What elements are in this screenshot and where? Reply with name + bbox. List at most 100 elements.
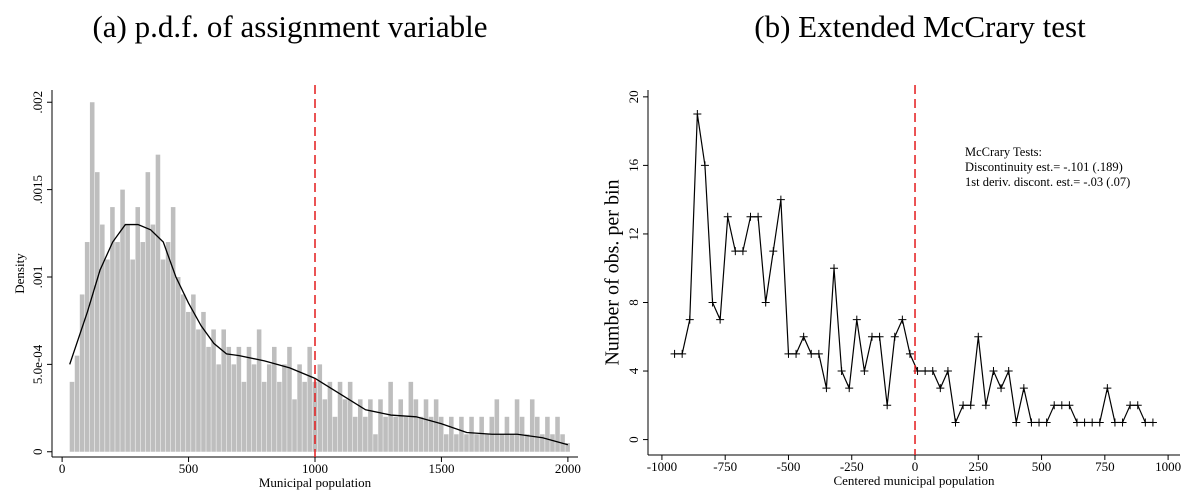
bar xyxy=(79,294,85,452)
bar xyxy=(443,434,449,452)
bar xyxy=(535,416,540,452)
marker xyxy=(966,401,975,410)
marker xyxy=(1004,367,1013,376)
marker xyxy=(1012,418,1021,427)
bar xyxy=(312,381,318,452)
x-tick-label: 2000 xyxy=(555,461,581,476)
bar xyxy=(327,381,333,452)
marker xyxy=(867,332,876,341)
bar xyxy=(433,399,439,452)
annotation: 1st deriv. discont. est.= -.03 (.07) xyxy=(965,175,1130,189)
bar xyxy=(565,443,570,452)
bar xyxy=(418,416,424,452)
marker xyxy=(1050,401,1059,410)
bar xyxy=(125,224,130,452)
bar xyxy=(256,329,262,452)
x-tick-label: -250 xyxy=(840,459,864,474)
bar xyxy=(540,434,545,452)
bar xyxy=(287,346,292,452)
marker xyxy=(716,315,725,324)
marker xyxy=(754,212,763,221)
bar xyxy=(261,381,267,452)
bar xyxy=(145,172,151,452)
y-tick-label: 5.0e-04 xyxy=(30,344,45,384)
bar xyxy=(393,416,398,452)
marker xyxy=(997,384,1006,393)
y-tick-label: .001 xyxy=(30,266,45,289)
x-tick-label: 0 xyxy=(59,461,66,476)
y-tick-label: 4 xyxy=(626,367,641,374)
bar xyxy=(479,416,484,452)
y-axis-label: Number of obs. per bin xyxy=(602,179,624,365)
bar xyxy=(373,434,378,452)
bar xyxy=(282,364,287,452)
marker xyxy=(700,161,709,170)
marker xyxy=(883,401,892,410)
bar xyxy=(211,329,216,452)
marker xyxy=(776,195,785,204)
bar xyxy=(474,434,479,452)
marker xyxy=(1088,418,1097,427)
bar xyxy=(519,416,525,452)
x-tick-label: 500 xyxy=(179,461,199,476)
x-axis-label: Municipal population xyxy=(259,475,372,490)
marker xyxy=(959,401,968,410)
marker xyxy=(921,367,930,376)
marker xyxy=(989,367,998,376)
bar xyxy=(509,434,515,452)
x-tick-label: 1000 xyxy=(1155,459,1181,474)
marker xyxy=(898,315,907,324)
bar xyxy=(140,242,146,452)
bar xyxy=(94,172,100,452)
bar xyxy=(423,399,429,452)
y-tick-label: 8 xyxy=(626,299,641,306)
marker xyxy=(936,384,945,393)
bar xyxy=(74,355,80,452)
marker xyxy=(1148,418,1157,427)
marker xyxy=(792,349,801,358)
marker xyxy=(837,367,846,376)
marker xyxy=(670,349,679,358)
bar xyxy=(231,364,237,452)
bar xyxy=(186,311,191,452)
marker xyxy=(830,264,839,273)
y-tick-label: 12 xyxy=(626,227,641,240)
bar xyxy=(241,381,247,452)
bar xyxy=(100,224,105,452)
y-tick-label: 0 xyxy=(30,449,45,456)
marker xyxy=(1126,401,1135,410)
y-tick-label: 0 xyxy=(626,436,641,443)
bar xyxy=(337,381,343,452)
bar xyxy=(357,399,363,452)
marker xyxy=(723,212,732,221)
marker xyxy=(1072,418,1081,427)
y-tick-label: 16 xyxy=(626,158,641,172)
x-tick-label: -500 xyxy=(777,459,801,474)
bar xyxy=(403,416,409,452)
annotation: Discontinuity est.= -.101 (.189) xyxy=(965,160,1123,174)
bar xyxy=(170,207,176,452)
bar xyxy=(150,224,156,452)
bar xyxy=(277,381,282,452)
bar xyxy=(332,416,338,452)
marker xyxy=(678,349,687,358)
bar xyxy=(130,259,135,452)
bar xyxy=(388,381,393,452)
annotation: McCrary Tests: xyxy=(965,145,1042,159)
chart-title: (b) Extended McCrary test xyxy=(754,9,1086,44)
marker xyxy=(1027,418,1036,427)
bar xyxy=(201,311,206,452)
marker xyxy=(685,315,694,324)
bar xyxy=(206,346,211,452)
bar xyxy=(322,399,328,452)
marker xyxy=(738,247,747,256)
bar xyxy=(196,329,201,452)
bar xyxy=(307,346,312,452)
bar xyxy=(438,416,444,452)
bar xyxy=(454,434,459,452)
marker xyxy=(1103,384,1112,393)
marker xyxy=(1141,418,1150,427)
bar xyxy=(449,416,454,452)
bar xyxy=(69,381,75,452)
bar xyxy=(352,416,358,452)
